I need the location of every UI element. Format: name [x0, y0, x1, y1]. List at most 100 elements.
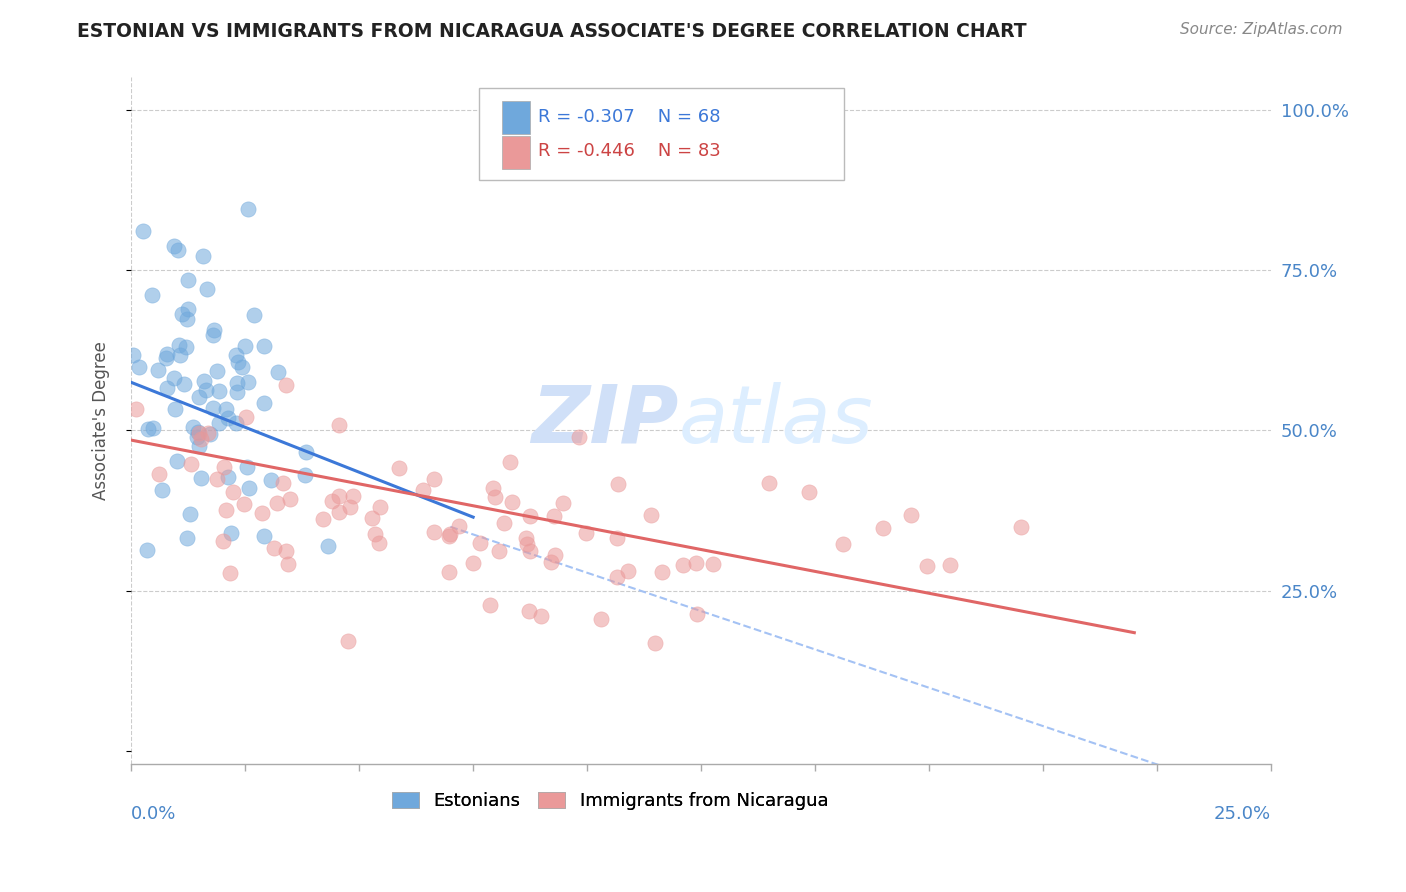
- Point: [832, 537, 855, 551]
- Point: [263, 541, 285, 556]
- Point: [368, 500, 391, 514]
- Point: [294, 467, 316, 482]
- Point: [336, 633, 359, 648]
- Point: [162, 239, 184, 253]
- Point: [146, 363, 169, 377]
- Point: [280, 492, 302, 507]
- Point: [277, 557, 299, 571]
- Point: [142, 420, 165, 434]
- Y-axis label: Associate's Degree: Associate's Degree: [93, 342, 110, 500]
- Point: [170, 307, 193, 321]
- Point: [316, 540, 339, 554]
- Point: [519, 508, 541, 523]
- Point: [194, 384, 217, 398]
- Point: [494, 516, 516, 531]
- Text: atlas: atlas: [678, 382, 873, 460]
- Point: [589, 611, 612, 625]
- Point: [515, 531, 537, 545]
- Point: [339, 500, 361, 514]
- Text: Source: ZipAtlas.com: Source: ZipAtlas.com: [1180, 22, 1343, 37]
- Point: [328, 505, 350, 519]
- Point: [208, 384, 231, 399]
- Point: [202, 328, 225, 343]
- Point: [253, 396, 276, 410]
- Point: [544, 549, 567, 563]
- Point: [250, 507, 273, 521]
- Point: [195, 282, 218, 296]
- Point: [125, 401, 148, 416]
- Point: [463, 556, 485, 570]
- Point: [412, 483, 434, 497]
- Point: [364, 527, 387, 541]
- Point: [915, 559, 938, 574]
- Point: [202, 323, 225, 337]
- Point: [166, 243, 188, 257]
- Point: [212, 534, 235, 549]
- Point: [235, 409, 257, 424]
- Point: [180, 457, 202, 471]
- Point: [187, 425, 209, 440]
- Point: [607, 476, 630, 491]
- Point: [233, 497, 256, 511]
- Point: [516, 537, 538, 551]
- Point: [236, 202, 259, 216]
- Point: [217, 470, 239, 484]
- Text: 25.0%: 25.0%: [1213, 805, 1271, 823]
- Point: [360, 511, 382, 525]
- Point: [872, 521, 894, 535]
- Point: [132, 224, 155, 238]
- Point: [156, 346, 179, 360]
- Point: [225, 348, 247, 362]
- Point: [328, 489, 350, 503]
- Point: [205, 364, 228, 378]
- Text: ESTONIAN VS IMMIGRANTS FROM NICARAGUA ASSOCIATE'S DEGREE CORRELATION CHART: ESTONIAN VS IMMIGRANTS FROM NICARAGUA AS…: [77, 22, 1026, 41]
- Point: [437, 528, 460, 542]
- Point: [640, 508, 662, 523]
- Point: [215, 502, 238, 516]
- Point: [651, 565, 673, 579]
- Point: [437, 565, 460, 579]
- Point: [342, 489, 364, 503]
- Point: [367, 536, 389, 550]
- Point: [797, 485, 820, 500]
- Point: [900, 508, 922, 522]
- FancyBboxPatch shape: [479, 87, 844, 180]
- Point: [177, 273, 200, 287]
- Point: [188, 439, 211, 453]
- Point: [517, 604, 540, 618]
- Point: [222, 485, 245, 500]
- Text: ZIP: ZIP: [531, 382, 678, 460]
- Point: [236, 459, 259, 474]
- Point: [198, 426, 221, 441]
- Text: R = -0.446    N = 83: R = -0.446 N = 83: [538, 142, 721, 160]
- Point: [236, 376, 259, 390]
- Point: [685, 607, 707, 621]
- Point: [295, 444, 318, 458]
- Point: [328, 418, 350, 433]
- Point: [173, 377, 195, 392]
- Point: [141, 288, 163, 302]
- Point: [176, 312, 198, 326]
- Point: [540, 555, 562, 569]
- Point: [273, 475, 295, 490]
- Point: [482, 481, 505, 495]
- Point: [388, 461, 411, 475]
- Point: [191, 249, 214, 263]
- Point: [215, 402, 238, 417]
- Point: [274, 544, 297, 558]
- Point: [233, 339, 256, 353]
- Text: 0.0%: 0.0%: [131, 805, 177, 823]
- Point: [758, 475, 780, 490]
- Point: [214, 459, 236, 474]
- Point: [219, 525, 242, 540]
- Point: [243, 308, 266, 322]
- Point: [422, 472, 444, 486]
- Point: [121, 348, 143, 362]
- Point: [606, 531, 628, 545]
- Point: [150, 483, 173, 498]
- Point: [176, 531, 198, 545]
- Point: [312, 512, 335, 526]
- Point: [187, 426, 209, 441]
- Point: [478, 598, 501, 612]
- Point: [190, 432, 212, 446]
